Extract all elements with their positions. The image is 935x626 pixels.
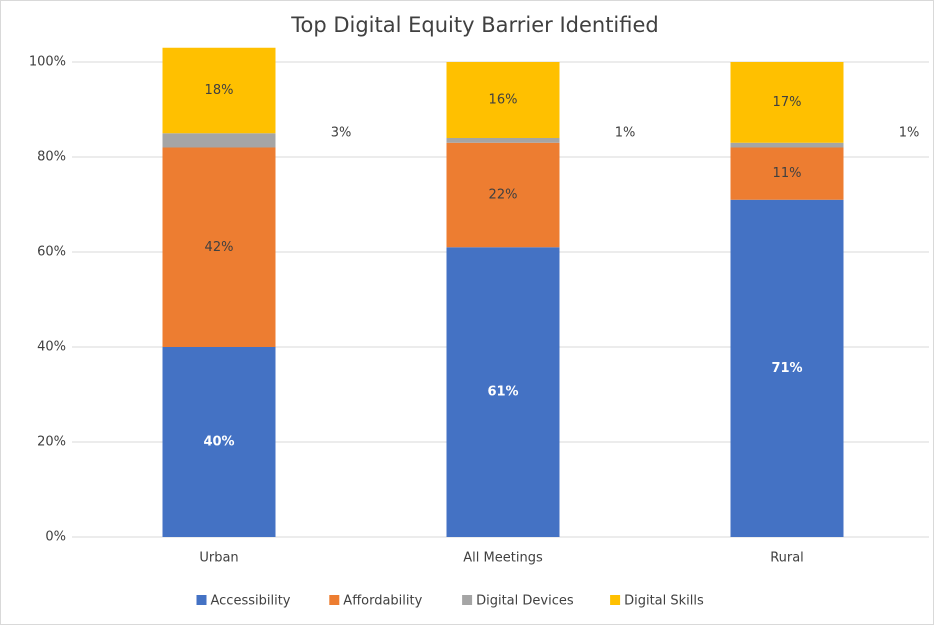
data-label: 11% xyxy=(773,166,802,181)
y-tick-label: 20% xyxy=(37,435,66,450)
bar-segment xyxy=(446,142,560,248)
x-tick-label: Rural xyxy=(770,551,804,566)
bar-segment xyxy=(162,147,276,347)
x-tick-label: Urban xyxy=(199,551,238,566)
bar-segment xyxy=(162,47,276,134)
legend-swatch xyxy=(462,595,473,605)
bar-segment xyxy=(446,138,560,143)
legend-label: Digital Devices xyxy=(476,594,574,609)
legend-swatch xyxy=(610,595,621,605)
data-label: 17% xyxy=(773,95,802,110)
data-label: 16% xyxy=(489,93,518,108)
bar-segment xyxy=(162,133,276,148)
data-label: 18% xyxy=(205,83,234,98)
bar-segment xyxy=(730,199,844,537)
data-label: 61% xyxy=(487,385,518,400)
y-tick-label: 80% xyxy=(37,150,66,165)
x-tick-label: All Meetings xyxy=(463,551,543,566)
y-tick-label: 100% xyxy=(29,55,66,70)
bar-segment xyxy=(446,247,560,537)
legend-label: Digital Skills xyxy=(624,594,704,609)
y-tick-label: 60% xyxy=(37,245,66,260)
data-label: 22% xyxy=(489,188,518,203)
bar-segment xyxy=(730,147,844,200)
bar-segment xyxy=(162,347,276,537)
bar-segment xyxy=(446,62,560,138)
legend-swatch xyxy=(329,595,340,605)
bar-segment xyxy=(730,142,844,148)
legend-label: Accessibility xyxy=(211,594,291,609)
data-label: 3% xyxy=(331,126,352,141)
data-label: 1% xyxy=(615,126,636,141)
data-label: 40% xyxy=(203,435,234,450)
data-label: 1% xyxy=(899,126,920,141)
data-label: 71% xyxy=(771,361,802,376)
y-tick-label: 0% xyxy=(45,530,66,545)
chart-title: Top Digital Equity Barrier Identified xyxy=(290,13,659,37)
y-tick-label: 40% xyxy=(37,340,66,355)
legend-swatch xyxy=(196,595,207,605)
bar-segment xyxy=(730,62,844,143)
legend-label: Affordability xyxy=(343,594,422,609)
data-label: 42% xyxy=(205,240,234,255)
